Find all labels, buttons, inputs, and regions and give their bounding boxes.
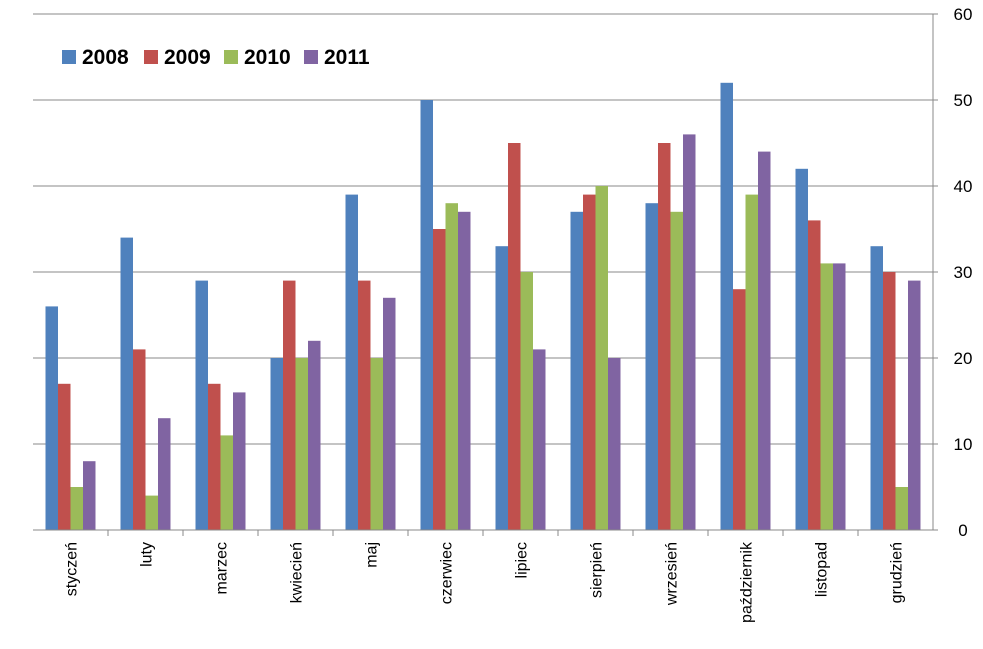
- y-tick-label: 30: [954, 263, 973, 282]
- bar-2011-11: [908, 280, 921, 530]
- bar-2009-6: [508, 143, 521, 530]
- x-tick-label: październik: [739, 541, 756, 623]
- bar-2008-7: [570, 211, 583, 531]
- bar-2008-8: [645, 203, 658, 530]
- bar-2011-9: [758, 151, 771, 530]
- bar-2011-6: [533, 349, 546, 530]
- bar-2008-11: [870, 246, 883, 530]
- bar-2009-3: [283, 280, 296, 530]
- bar-2009-11: [883, 272, 896, 530]
- bar-2010-2: [220, 435, 233, 530]
- bar-2008-6: [495, 246, 508, 530]
- bar-2009-10: [808, 220, 821, 530]
- bar-2010-7: [595, 186, 608, 530]
- bars: [45, 82, 921, 531]
- legend-label: 2008: [82, 46, 129, 69]
- bar-2011-8: [683, 134, 696, 530]
- bar-2011-2: [233, 392, 246, 530]
- x-tick-label: luty: [139, 542, 156, 567]
- y-tick-label: 50: [954, 91, 973, 110]
- bar-2010-9: [745, 194, 758, 530]
- legend-label: 2009: [164, 46, 211, 69]
- bar-2009-7: [583, 194, 596, 530]
- bar-2011-1: [158, 418, 171, 530]
- legend-swatch-2009: [144, 50, 158, 64]
- legend-label: 2010: [244, 46, 291, 69]
- legend: 2008 2009 2010 2011: [62, 46, 370, 69]
- y-tick-label: 60: [954, 5, 973, 24]
- bar-2009-0: [58, 383, 71, 530]
- bar-2008-3: [270, 358, 283, 530]
- x-tick-label: maj: [364, 542, 381, 568]
- x-tick-label: sierpień: [589, 542, 606, 598]
- bar-2010-1: [145, 495, 158, 530]
- axes: 0 10 20 30 40 50 60 styczeń luty marzec kwiecień ma…: [33, 5, 972, 623]
- x-tick-label: listopad: [814, 542, 831, 597]
- bar-2009-1: [133, 349, 146, 530]
- bar-2010-11: [895, 487, 908, 530]
- bar-2010-4: [370, 358, 383, 530]
- bar-2008-1: [120, 237, 133, 530]
- bar-2011-7: [608, 358, 621, 530]
- y-tick-label: 0: [958, 521, 967, 540]
- bar-2009-2: [208, 383, 221, 530]
- bar-2011-10: [833, 263, 846, 530]
- bar-2008-0: [45, 306, 58, 530]
- bar-2010-8: [670, 211, 683, 531]
- x-tick-label: lipiec: [514, 542, 531, 578]
- bar-2009-9: [733, 289, 746, 530]
- bar-2008-10: [795, 168, 808, 531]
- y-tick-label: 20: [954, 349, 973, 368]
- bar-2008-5: [420, 100, 433, 530]
- x-tick-label: styczeń: [64, 542, 81, 596]
- x-tick-label: czerwiec: [439, 542, 456, 604]
- legend-swatch-2008: [62, 50, 76, 64]
- gridlines: [33, 13, 933, 445]
- x-tick-label: wrzesień: [664, 542, 681, 606]
- y-tick-label: 40: [954, 177, 973, 196]
- bar-2011-3: [308, 340, 321, 530]
- bar-2010-3: [295, 358, 308, 530]
- bar-2008-9: [720, 82, 733, 531]
- bar-2010-6: [520, 272, 533, 530]
- bar-2008-4: [345, 194, 358, 530]
- legend-swatch-2011: [304, 50, 318, 64]
- x-tick-label: kwiecień: [289, 542, 306, 603]
- bar-2009-5: [433, 229, 446, 530]
- bar-2011-4: [383, 297, 396, 530]
- bar-2009-4: [358, 280, 371, 530]
- bar-2011-0: [83, 461, 96, 530]
- x-tick-label: grudzień: [889, 542, 906, 603]
- bar-2009-8: [658, 143, 671, 530]
- bar-2010-0: [70, 487, 83, 530]
- legend-label: 2011: [324, 46, 370, 69]
- legend-swatch-2010: [224, 50, 238, 64]
- x-tick-label: marzec: [214, 542, 231, 594]
- bar-2010-5: [445, 203, 458, 530]
- y-tick-label: 10: [954, 435, 973, 454]
- bar-2011-5: [458, 211, 471, 531]
- bar-2010-10: [820, 263, 833, 530]
- bar-2008-2: [195, 280, 208, 530]
